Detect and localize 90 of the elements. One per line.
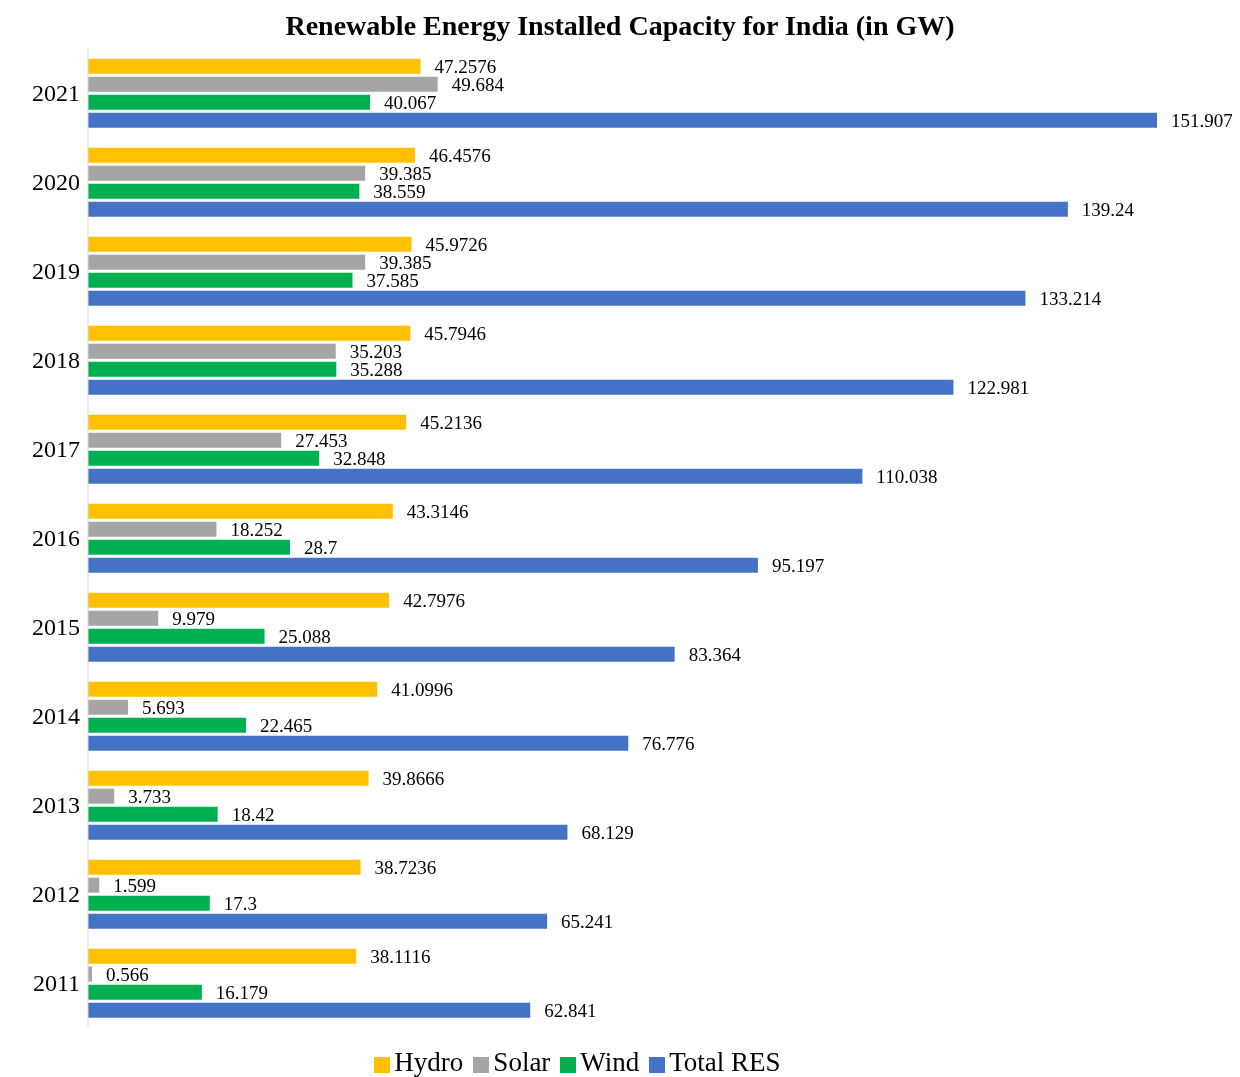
bar — [88, 948, 357, 964]
bar — [88, 361, 337, 377]
bar — [88, 432, 282, 448]
bar — [88, 94, 370, 110]
data-label: 25.088 — [278, 625, 331, 647]
data-label: 38.1116 — [370, 945, 431, 967]
data-label: 133.214 — [1039, 287, 1102, 309]
data-label: 62.841 — [544, 999, 597, 1021]
bar — [88, 806, 218, 822]
data-label: 18.42 — [231, 803, 275, 825]
data-label: 139.24 — [1081, 198, 1135, 220]
chart-title: Renewable Energy Installed Capacity for India (in GW) — [284, 9, 956, 43]
bar — [88, 717, 247, 733]
data-label: 1.599 — [113, 874, 156, 896]
legend-label: Solar — [493, 1047, 551, 1077]
data-label: 83.364 — [688, 643, 742, 665]
y-tick-label: 2011 — [32, 970, 80, 997]
bar — [88, 557, 758, 573]
bar — [88, 984, 202, 1000]
y-tick-label: 2021 — [32, 80, 80, 107]
data-label: 9.979 — [172, 607, 215, 629]
bar — [88, 1002, 531, 1018]
bar — [88, 183, 360, 199]
bar — [88, 859, 361, 875]
bar — [88, 290, 1026, 306]
data-label: 45.2136 — [420, 411, 482, 433]
data-label: 110.038 — [876, 465, 938, 487]
bar — [88, 58, 421, 74]
data-label: 65.241 — [561, 910, 614, 932]
data-label: 42.7976 — [403, 589, 465, 611]
bar — [88, 735, 629, 751]
bar — [88, 628, 265, 644]
bar — [88, 165, 366, 181]
data-label: 22.465 — [260, 714, 313, 736]
data-label: 28.7 — [303, 536, 338, 558]
bar — [88, 236, 412, 252]
data-label: 41.0996 — [391, 678, 453, 700]
bar — [88, 112, 1157, 128]
bar — [88, 895, 210, 911]
legend-label: Total RES — [669, 1047, 781, 1077]
bar — [88, 646, 675, 662]
data-label: 45.7946 — [424, 322, 487, 344]
bar — [88, 468, 863, 484]
bar — [88, 770, 369, 786]
legend-label: Wind — [580, 1047, 640, 1077]
bar — [88, 450, 320, 466]
data-label: 5.693 — [142, 696, 185, 718]
bar — [88, 788, 115, 804]
bar — [88, 379, 954, 395]
bar — [88, 521, 217, 537]
y-tick-label: 2013 — [32, 792, 80, 819]
data-label: 151.907 — [1171, 109, 1233, 131]
data-label: 38.7236 — [374, 856, 437, 878]
data-label: 39.8666 — [382, 767, 445, 789]
y-tick-label: 2016 — [32, 525, 80, 552]
data-label: 17.3 — [223, 892, 257, 914]
bar — [88, 824, 568, 840]
legend-label: Hydro — [394, 1047, 464, 1077]
y-tick-label: 2019 — [32, 258, 80, 285]
data-label: 18.252 — [230, 518, 283, 540]
bar — [88, 272, 353, 288]
bar — [88, 592, 390, 608]
bar — [88, 414, 407, 430]
bar — [88, 325, 411, 341]
y-tick-label: 2020 — [32, 169, 80, 196]
bar — [88, 201, 1068, 217]
bar — [88, 699, 129, 715]
data-label: 3.733 — [128, 785, 172, 807]
bar — [88, 254, 366, 270]
data-label: 40.067 — [383, 91, 437, 113]
bar — [88, 147, 415, 163]
bar — [88, 610, 159, 626]
data-label: 0.566 — [105, 963, 149, 985]
bar — [88, 681, 378, 697]
bar — [88, 343, 336, 359]
bar — [88, 539, 290, 555]
data-label: 43.3146 — [406, 500, 469, 522]
y-tick-label: 2014 — [32, 703, 80, 730]
data-label: 76.776 — [642, 732, 695, 754]
bar — [88, 913, 548, 929]
data-label: 95.197 — [771, 554, 825, 576]
y-tick-label: 2017 — [32, 436, 80, 463]
data-label: 122.981 — [967, 376, 1030, 398]
bar — [88, 503, 393, 519]
y-tick-label: 2015 — [32, 614, 80, 641]
y-tick-label: 2018 — [32, 347, 80, 374]
bar — [88, 76, 438, 92]
data-label: 16.179 — [215, 981, 269, 1003]
y-tick-label: 2012 — [32, 881, 80, 908]
data-label: 68.129 — [581, 821, 634, 843]
